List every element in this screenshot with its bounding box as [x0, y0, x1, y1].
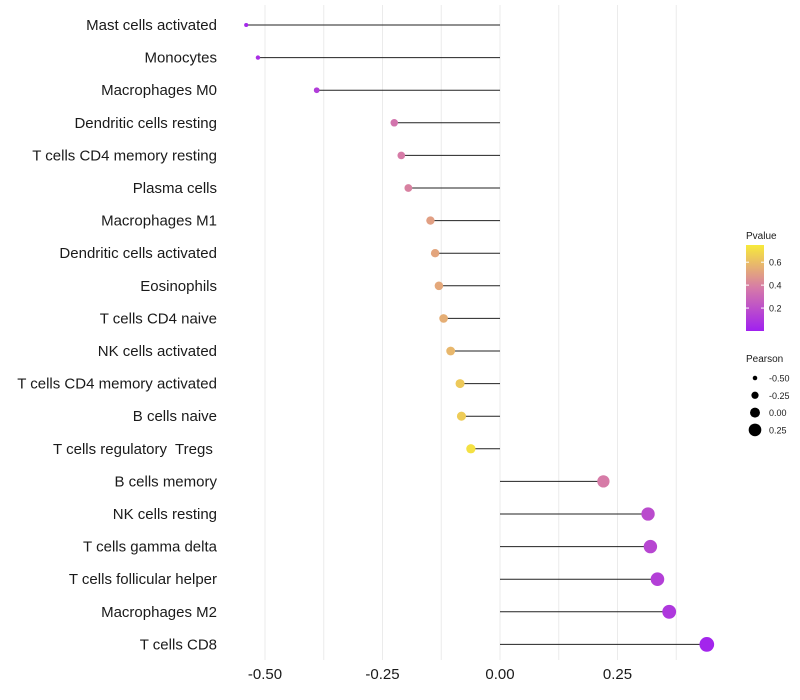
- legend-pearson: Pearson -0.50 -0.25 0.00 0.25: [746, 354, 790, 437]
- legend-pearson-title: Pearson: [746, 354, 783, 365]
- x-tick-label: -0.25: [365, 666, 399, 683]
- legend-pearson-label: 0.25: [769, 425, 787, 435]
- legend-pvalue-label: 0.6: [769, 258, 782, 268]
- legend-pearson-label: -0.50: [769, 374, 790, 384]
- lollipop-point: [313, 87, 320, 94]
- x-axis-tick-labels: -0.50 -0.25 0.00 0.25: [248, 666, 632, 683]
- y-tick-label: Plasma cells: [133, 180, 217, 197]
- legend-size-key: [748, 423, 762, 437]
- lollipop-point: [643, 539, 658, 554]
- legend-colorbar: [746, 245, 764, 331]
- lollipop-point: [446, 346, 456, 356]
- y-tick-label: Macrophages M1: [101, 213, 217, 230]
- legend-size-key: [751, 391, 759, 399]
- lollipop-point: [255, 55, 261, 60]
- legend-pvalue: Pvalue 0.6 0.4 0.2: [746, 231, 782, 331]
- y-tick-label: Macrophages M2: [101, 604, 217, 621]
- lollipop-point: [456, 411, 466, 421]
- y-tick-label: T cells CD4 naive: [100, 310, 217, 327]
- y-tick-label: B cells memory: [114, 473, 217, 490]
- lollipop-point: [455, 379, 465, 389]
- y-tick-label: B cells naive: [133, 408, 217, 425]
- lollipop-point: [641, 507, 655, 521]
- lollipop-point: [434, 281, 444, 291]
- y-axis-labels: Mast cells activated Monocytes Macrophages…: [17, 17, 217, 653]
- y-tick-label: Eosinophils: [140, 278, 217, 295]
- legend-pvalue-title: Pvalue: [746, 231, 777, 242]
- lollipop-point: [426, 216, 435, 225]
- legend-pvalue-label: 0.4: [769, 281, 782, 291]
- lollipop-point: [404, 184, 413, 192]
- legend-size-key: [750, 407, 760, 418]
- lollipop-point: [597, 475, 610, 488]
- lollipop-point: [662, 604, 677, 619]
- y-tick-label: NK cells resting: [113, 506, 217, 523]
- y-tick-label: T cells CD8: [140, 636, 217, 653]
- y-tick-label: Mast cells activated: [86, 17, 217, 34]
- y-tick-label: T cells follicular helper: [69, 571, 217, 588]
- lollipop-points: [244, 22, 715, 652]
- y-tick-label: T cells CD4 memory resting: [32, 147, 217, 164]
- lollipop-point: [390, 119, 399, 127]
- y-tick-label: T cells gamma delta: [83, 539, 218, 556]
- y-tick-label: Dendritic cells resting: [74, 115, 217, 132]
- lollipop-point: [397, 151, 406, 160]
- y-tick-label: Macrophages M0: [101, 82, 217, 99]
- grid: [264, 5, 677, 660]
- lollipop-point: [430, 248, 440, 258]
- legend-pvalue-label: 0.2: [769, 304, 782, 314]
- x-tick-label: -0.50: [248, 666, 282, 683]
- y-tick-label: T cells regulatory Tregs: [53, 441, 217, 458]
- y-tick-label: T cells CD4 memory activated: [17, 376, 217, 393]
- lollipop-point: [244, 22, 249, 28]
- lollipop-point: [650, 572, 665, 586]
- y-tick-label: NK cells activated: [98, 343, 217, 360]
- legend-pearson-label: -0.25: [769, 391, 790, 401]
- y-tick-label: Monocytes: [144, 50, 217, 67]
- legend-pearson-label: 0.00: [769, 408, 787, 418]
- x-tick-label: 0.00: [485, 666, 514, 683]
- lollipop-stems: [246, 24, 707, 645]
- lollipop-point: [466, 444, 476, 454]
- x-tick-label: 0.25: [603, 666, 632, 683]
- lollipop-point: [699, 637, 715, 652]
- y-tick-label: Dendritic cells activated: [59, 245, 217, 262]
- legend-size-key: [752, 375, 758, 381]
- lollipop-point: [439, 314, 448, 323]
